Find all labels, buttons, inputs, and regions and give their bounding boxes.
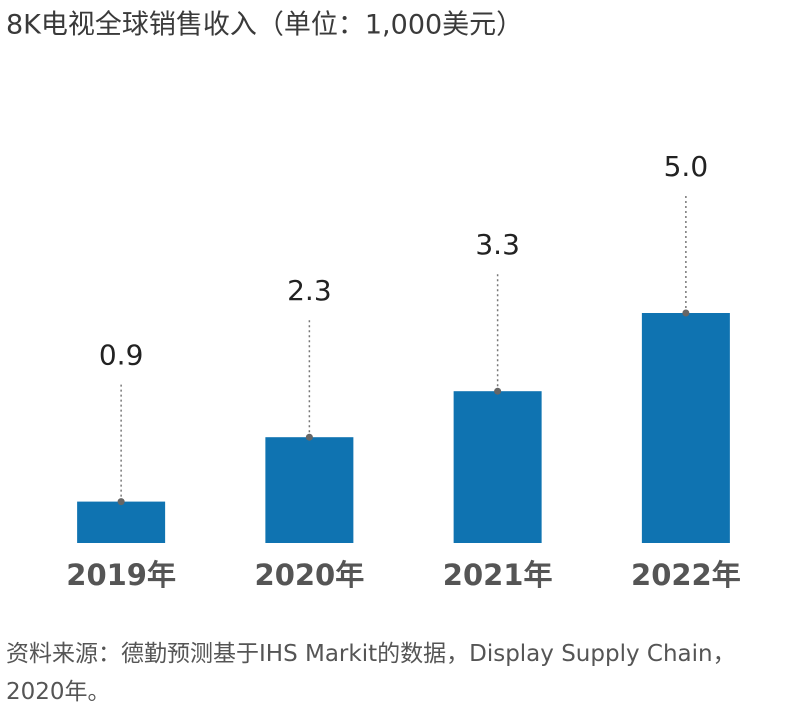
x-tick-label: 2019年 bbox=[66, 558, 176, 592]
x-tick-label: 2022年 bbox=[631, 558, 741, 592]
chart-title: 8K电视全球销售收入（单位：1,000美元） bbox=[6, 10, 523, 41]
x-tick-label: 2021年 bbox=[443, 558, 553, 592]
chart: 8K电视全球销售收入（单位：1,000美元） 0.9 2019年 2.3 2020年 3… bbox=[6, 10, 741, 593]
bar bbox=[77, 501, 166, 543]
value-label: 0.9 bbox=[99, 339, 144, 372]
bar bbox=[641, 313, 730, 543]
bar bbox=[265, 437, 354, 543]
bar bbox=[453, 391, 542, 543]
leader-dot bbox=[305, 433, 313, 441]
source-note: 资料来源：德勤预测基于IHS Markit的数据，Display Supply … bbox=[6, 641, 736, 705]
value-label: 5.0 bbox=[664, 150, 709, 183]
value-label: 3.3 bbox=[475, 228, 520, 261]
x-tick-label: 2020年 bbox=[255, 558, 365, 592]
leader-dot bbox=[117, 498, 125, 506]
leader-dot bbox=[682, 309, 690, 317]
value-label: 2.3 bbox=[287, 274, 332, 307]
leader-dot bbox=[494, 387, 502, 395]
